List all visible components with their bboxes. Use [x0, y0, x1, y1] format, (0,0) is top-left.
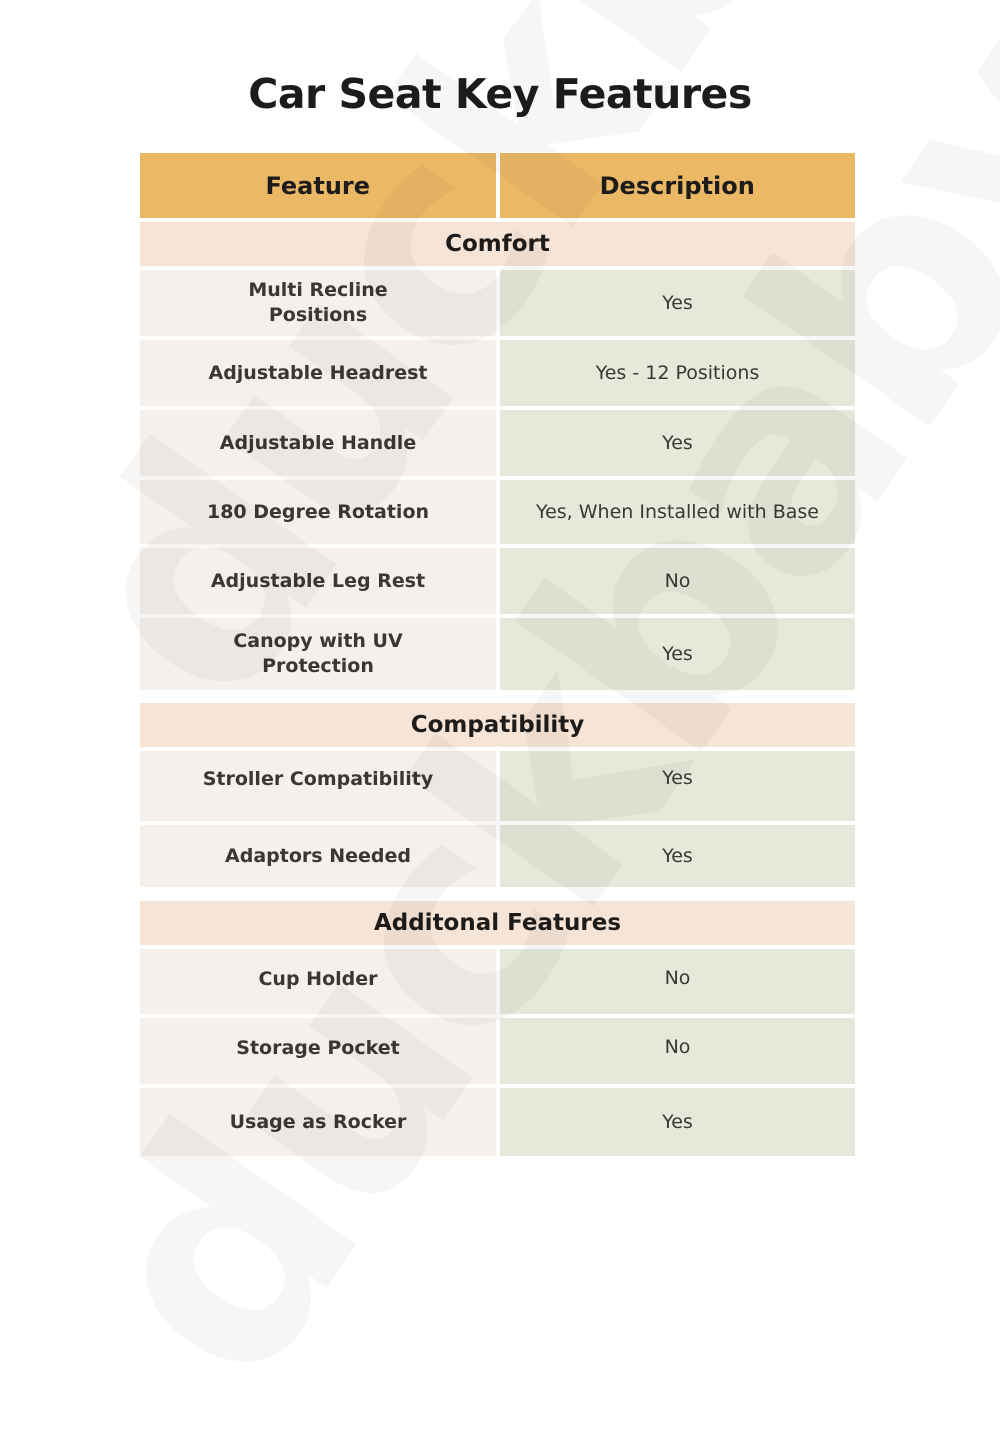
table-row: Canopy with UV Protection Yes — [140, 618, 855, 690]
table-row: Usage as Rocker Yes — [140, 1088, 855, 1156]
feature-cell: Stroller Compatibility — [140, 751, 496, 821]
description-cell: No — [500, 949, 855, 1014]
feature-cell: Adjustable Leg Rest — [140, 548, 496, 614]
description-cell: No — [500, 548, 855, 614]
feature-cell: 180 Degree Rotation — [140, 480, 496, 544]
header-feature: Feature — [140, 153, 496, 218]
description-cell: No — [500, 1018, 855, 1084]
table-row: Stroller Compatibility Yes — [140, 751, 855, 821]
description-cell: Yes - 12 Positions — [500, 340, 855, 406]
table-row: Storage Pocket No — [140, 1018, 855, 1084]
description-cell: Yes, When Installed with Base — [500, 480, 855, 544]
feature-cell: Adaptors Needed — [140, 825, 496, 887]
feature-cell: Storage Pocket — [140, 1018, 496, 1084]
header-description: Description — [499, 153, 855, 218]
description-cell: Yes — [500, 825, 855, 887]
table-row: Cup Holder No — [140, 949, 855, 1014]
table-header: Feature Description — [140, 153, 855, 218]
table-row: Adaptors Needed Yes — [140, 825, 855, 887]
table-row: Adjustable Handle Yes — [140, 410, 855, 476]
page-title: Car Seat Key Features — [248, 70, 752, 118]
feature-cell: Adjustable Handle — [140, 410, 496, 476]
table-row: Multi Recline Positions Yes — [140, 270, 855, 336]
description-cell: Yes — [500, 270, 855, 336]
table-row: Adjustable Leg Rest No — [140, 548, 855, 614]
table-row: 180 Degree Rotation Yes, When Installed w… — [140, 480, 855, 544]
description-cell: Yes — [500, 618, 855, 690]
description-cell: Yes — [500, 410, 855, 476]
feature-cell: Multi Recline Positions — [140, 270, 496, 336]
section-header: Compatibility — [140, 703, 855, 747]
description-cell: Yes — [500, 751, 855, 821]
description-cell: Yes — [500, 1088, 855, 1156]
feature-cell: Canopy with UV Protection — [140, 618, 496, 690]
table-row: Adjustable Headrest Yes - 12 Positions — [140, 340, 855, 406]
feature-cell: Adjustable Headrest — [140, 340, 496, 406]
feature-cell: Usage as Rocker — [140, 1088, 496, 1156]
section-header: Additonal Features — [140, 901, 855, 945]
section-header: Comfort — [140, 222, 855, 266]
feature-cell: Cup Holder — [140, 949, 496, 1014]
